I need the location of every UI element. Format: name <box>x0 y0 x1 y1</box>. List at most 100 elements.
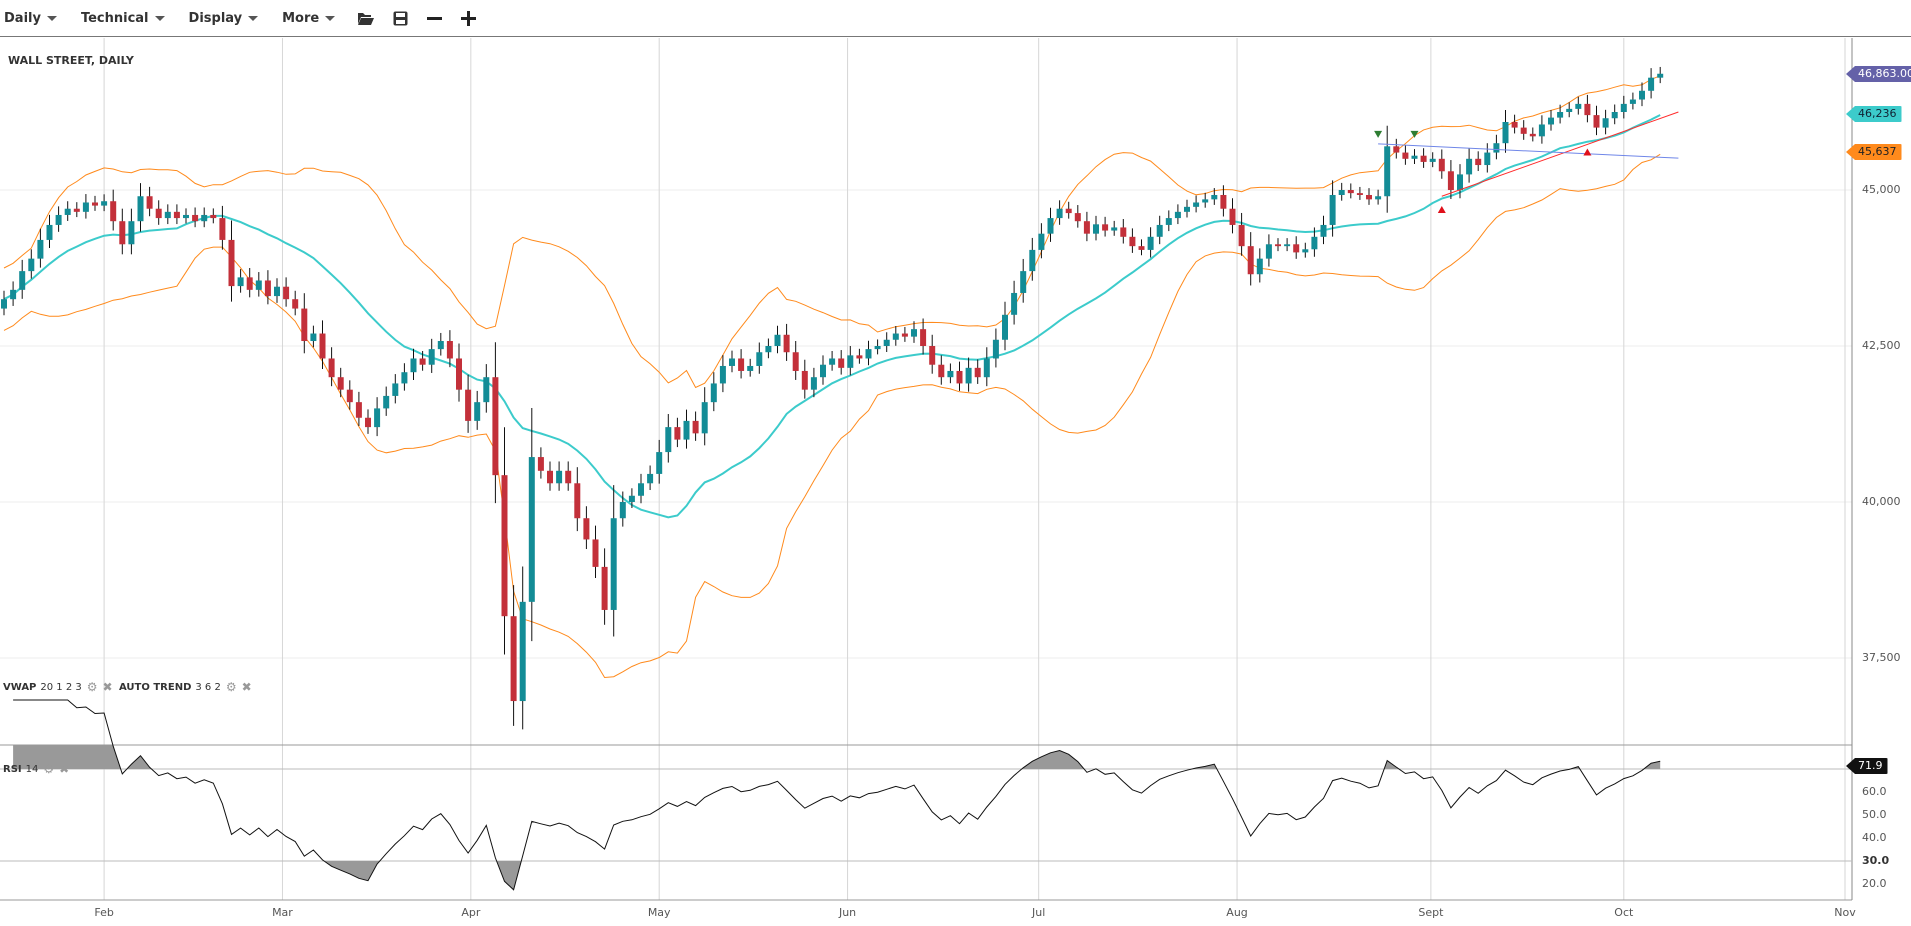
candle-body <box>1020 271 1027 293</box>
candle-body <box>319 333 326 359</box>
candle-body <box>237 277 244 287</box>
y-tick-label: 42,500 <box>1862 339 1901 352</box>
candle-body <box>729 358 735 366</box>
candle-body <box>619 502 626 519</box>
candle-body <box>337 377 344 390</box>
candle-body <box>710 383 717 403</box>
menu-more[interactable]: More <box>282 11 336 26</box>
gear-icon[interactable]: ⚙ <box>43 762 55 776</box>
candle-body <box>647 473 654 484</box>
candle-body <box>1375 196 1382 200</box>
candle-body <box>246 277 253 290</box>
candle-body <box>1029 249 1036 272</box>
toolbar: Daily Technical Display More <box>0 0 1911 37</box>
candle-body <box>938 364 945 378</box>
candle-body <box>920 329 927 346</box>
candle-body <box>492 377 499 476</box>
candle-body <box>701 402 708 434</box>
candle-body <box>820 364 826 378</box>
candle-body <box>1165 218 1172 225</box>
x-tick-label: Feb <box>94 906 114 919</box>
y-tick-label: 40,000 <box>1862 495 1901 508</box>
save-button[interactable] <box>389 7 411 29</box>
candle-body <box>747 365 754 371</box>
pivot-marker-up <box>1437 205 1446 213</box>
candle-body <box>847 355 854 368</box>
rsi-tick-label: 20.0 <box>1862 877 1887 890</box>
candle-body <box>1065 208 1072 214</box>
candle-body <box>1 299 7 309</box>
candle-body <box>1202 199 1209 203</box>
price-chart[interactable] <box>0 37 1911 926</box>
candle-body <box>419 358 426 365</box>
candle-body <box>55 214 62 225</box>
candle-body <box>1220 194 1227 209</box>
candle-body <box>528 457 535 602</box>
candle-body <box>610 518 617 610</box>
candle-body <box>1548 117 1554 125</box>
caret-down-icon <box>46 15 57 21</box>
menu-daily[interactable]: Daily <box>4 11 57 26</box>
legend-auto-trend: AUTO TREND 3 6 2 ⚙ ✖ <box>119 680 252 694</box>
menu-technical[interactable]: Technical <box>81 11 165 26</box>
candle-body <box>365 417 371 428</box>
candle-body <box>446 341 453 359</box>
candle-body <box>19 271 26 290</box>
candle-body <box>574 483 581 519</box>
candle-body <box>64 208 71 215</box>
candle-body <box>301 308 308 342</box>
candle-body <box>1311 236 1318 250</box>
close-icon[interactable]: ✖ <box>59 762 70 776</box>
candle-body <box>992 339 999 359</box>
candle-body <box>874 346 881 350</box>
close-icon[interactable]: ✖ <box>241 680 252 694</box>
candle-body <box>537 457 544 471</box>
candle-body <box>665 427 672 453</box>
candle-body <box>428 349 435 365</box>
candle-body <box>1156 224 1163 237</box>
open-button[interactable] <box>355 7 377 29</box>
candle-body <box>346 389 353 403</box>
legend-vwap: VWAP 20 1 2 3 ⚙ ✖ <box>3 680 113 694</box>
candle-body <box>328 358 335 378</box>
folder-open-icon <box>358 12 375 25</box>
x-tick-label: May <box>647 906 671 919</box>
candle-body <box>1229 208 1236 225</box>
candle-body <box>355 402 362 418</box>
candle-body <box>929 346 936 365</box>
candle-body <box>201 214 208 222</box>
candle-body <box>719 365 726 384</box>
candle-body <box>219 218 226 240</box>
candle-body <box>1256 258 1263 275</box>
candle-body <box>1011 292 1018 315</box>
rsi-tick-label: 30.0 <box>1862 854 1890 867</box>
candle-body <box>628 495 635 502</box>
bollinger-upper-line <box>3 75 1661 389</box>
candle-body <box>865 349 872 359</box>
candle-body <box>810 377 817 390</box>
zoom-out-button[interactable] <box>423 7 445 29</box>
candle-body <box>510 616 517 702</box>
pivot-marker-down <box>1410 130 1419 138</box>
gear-icon[interactable]: ⚙ <box>86 680 98 694</box>
moving-average-line <box>3 114 1661 519</box>
legend-rsi: RSI 14 ⚙ ✖ <box>3 762 70 776</box>
gear-icon[interactable]: ⚙ <box>225 680 237 694</box>
menu-display[interactable]: Display <box>189 11 259 26</box>
save-icon <box>393 11 408 25</box>
candle-body <box>947 370 954 378</box>
candle-body <box>228 239 235 287</box>
zoom-in-button[interactable] <box>457 7 479 29</box>
candle-body <box>774 334 781 346</box>
rsi-tick-label: 40.0 <box>1862 831 1887 844</box>
candle-body <box>264 280 271 297</box>
close-icon[interactable]: ✖ <box>102 680 113 694</box>
candle-body <box>119 221 126 245</box>
candle-body <box>1356 193 1363 195</box>
candle-body <box>1047 218 1054 234</box>
caret-down-icon <box>248 15 259 21</box>
candle-body <box>392 383 399 396</box>
candle-body <box>656 452 663 474</box>
candle-body <box>829 358 836 365</box>
candle-body <box>1347 190 1354 194</box>
